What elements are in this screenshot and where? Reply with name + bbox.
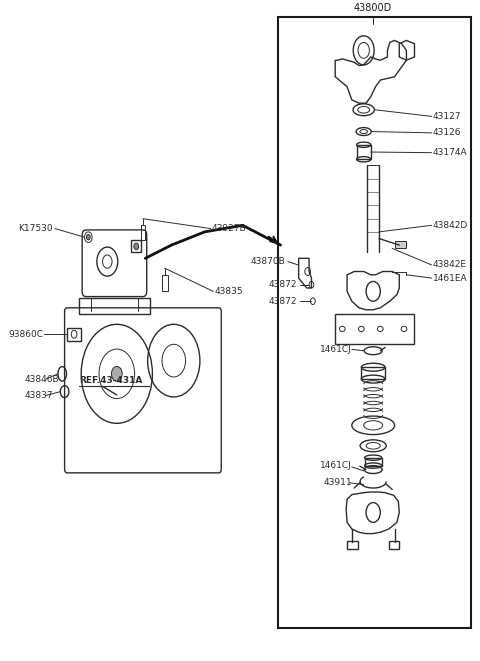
Text: 43872: 43872 [269,297,297,305]
Text: 43800D: 43800D [354,3,392,13]
Text: 43911: 43911 [323,479,352,487]
Text: 43835: 43835 [214,287,243,296]
Text: 43842E: 43842E [432,260,467,270]
Text: 1461EA: 1461EA [432,274,467,283]
Text: K17530: K17530 [18,224,53,233]
Bar [278,17,470,628]
Bar [67,328,81,341]
Text: 1461CJ: 1461CJ [320,461,352,470]
Text: 1461CJ: 1461CJ [320,345,352,354]
Bar [335,315,414,344]
Text: 43870B: 43870B [251,257,285,266]
Text: 43126: 43126 [432,128,461,137]
Text: 43127: 43127 [432,112,461,121]
Circle shape [134,243,139,250]
Bar [141,225,145,240]
Text: 43837: 43837 [24,391,53,400]
Bar [361,368,385,379]
Circle shape [111,366,122,381]
Text: 43927B: 43927B [212,224,246,233]
Bar [79,298,150,315]
Text: 43842D: 43842D [432,221,468,230]
Bar [357,145,371,159]
Text: 93860C: 93860C [8,330,43,338]
Bar [365,457,382,465]
Bar [395,241,407,248]
Text: 43872: 43872 [269,280,297,290]
Bar [162,275,168,292]
Circle shape [86,235,90,240]
Bar [131,241,142,253]
Text: REF.43-431A: REF.43-431A [79,376,142,385]
Bar [389,541,399,549]
Text: 43846B: 43846B [24,375,59,383]
Text: 43174A: 43174A [432,148,467,157]
Bar [347,541,358,549]
